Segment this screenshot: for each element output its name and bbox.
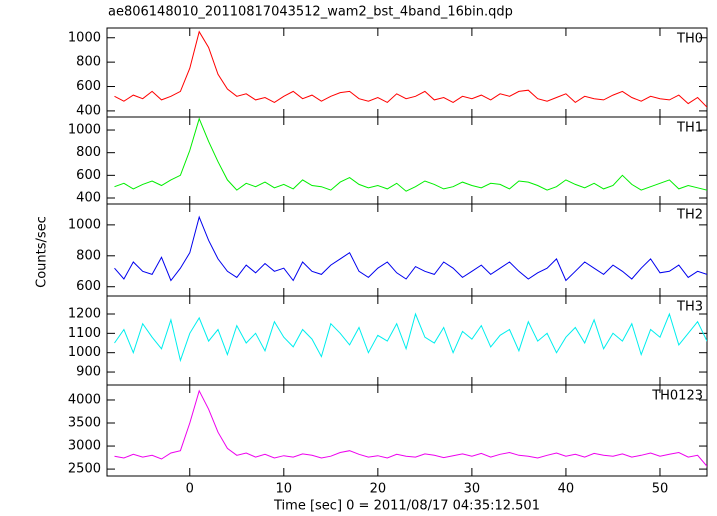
- series-line: [114, 30, 707, 108]
- y-tick-label: 1100: [68, 326, 101, 341]
- panel-frame: [106, 203, 708, 297]
- y-tick-label: 800: [76, 55, 101, 70]
- y-tick-label: 1000: [68, 345, 101, 360]
- panel-label: TH2: [676, 208, 703, 223]
- panel-frame: [106, 295, 708, 386]
- x-axis-label: Time [sec] 0 = 2011/08/17 04:35:12.501: [273, 499, 540, 514]
- y-tick-label: 400: [76, 103, 101, 118]
- series-line: [114, 312, 707, 363]
- panel-label: TH0: [676, 32, 703, 47]
- y-tick-label: 800: [76, 145, 101, 160]
- series-line: [114, 117, 707, 192]
- y-tick-label: 900: [76, 365, 101, 380]
- y-axis-label: Counts/sec: [35, 216, 50, 288]
- y-tick-label: 400: [76, 190, 101, 205]
- y-tick-label: 600: [76, 279, 101, 294]
- series-line: [114, 389, 707, 467]
- panel-label: TH1: [676, 121, 703, 136]
- x-tick-label: 10: [276, 482, 293, 497]
- y-tick-label: 800: [76, 248, 101, 263]
- series-line: [114, 215, 707, 282]
- x-tick-label: 40: [558, 482, 575, 497]
- y-tick-label: 3500: [68, 416, 101, 431]
- chart-title: ae806148010_20110817043512_wam2_bst_4ban…: [108, 5, 513, 20]
- y-tick-label: 1000: [68, 123, 101, 138]
- y-tick-label: 1000: [68, 30, 101, 45]
- y-tick-label: 1200: [68, 306, 101, 321]
- x-tick-label: 20: [370, 482, 387, 497]
- x-tick-label: 50: [652, 482, 669, 497]
- y-tick-label: 2500: [68, 462, 101, 477]
- x-tick-label: 0: [186, 482, 194, 497]
- y-tick-label: 3000: [68, 439, 101, 454]
- y-tick-label: 600: [76, 79, 101, 94]
- panel-label: TH3: [676, 300, 703, 315]
- y-tick-label: 1000: [68, 217, 101, 232]
- y-tick-label: 4000: [68, 392, 101, 407]
- y-tick-label: 600: [76, 168, 101, 183]
- x-tick-label: 30: [464, 482, 481, 497]
- panel-label: TH0123: [651, 389, 703, 404]
- panel-frame: [106, 384, 708, 477]
